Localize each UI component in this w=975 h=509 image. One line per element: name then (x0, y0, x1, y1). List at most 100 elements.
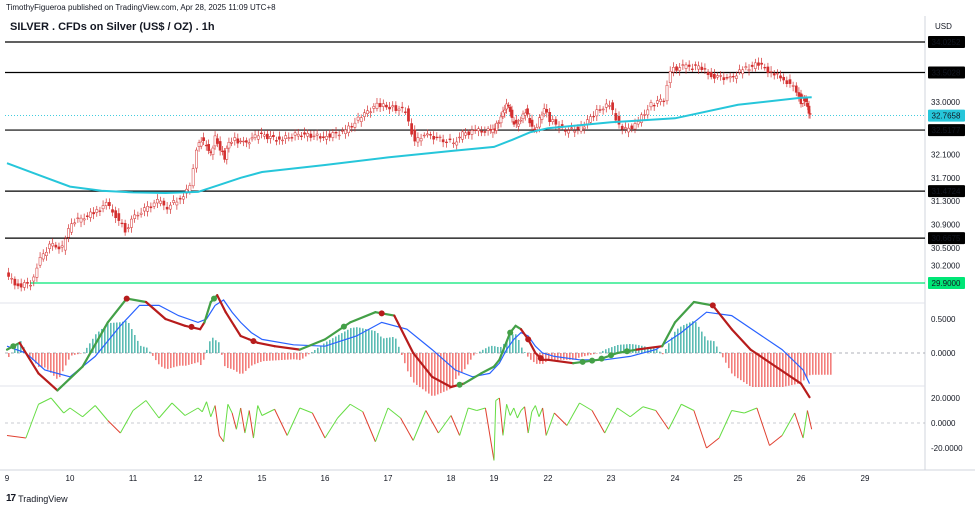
price-tick-label: 31.3000 (931, 197, 960, 206)
price-candle (741, 69, 745, 75)
momentum-histogram-bar (488, 346, 490, 353)
momentum-histogram-bar (677, 328, 679, 353)
price-candle (344, 129, 347, 134)
momentum-histogram-bar (818, 353, 820, 375)
momentum-main-line (144, 300, 167, 321)
price-candle (359, 117, 363, 122)
momentum-histogram-bar (248, 353, 250, 369)
axis-layer: 34.0252 33.5028 32.5177 31.4724 30.6675 29.90… (5, 36, 965, 483)
momentum-histogram-bar (272, 353, 274, 361)
momentum-histogram-bar (815, 353, 817, 375)
price-candle (7, 272, 10, 277)
momentum-cross-dot (709, 302, 716, 309)
momentum-histogram-bar (53, 353, 55, 376)
price-candle (521, 113, 525, 119)
price-candle (785, 80, 789, 85)
momentum-histogram-bar (461, 353, 463, 373)
price-candle (491, 129, 495, 133)
price-candle (416, 137, 420, 143)
price-candle (207, 144, 211, 151)
price-candle (143, 207, 146, 212)
price-tick-label: 30.9000 (931, 221, 960, 230)
momentum-histogram-bar (185, 353, 187, 366)
momentum-histogram-bar (623, 344, 625, 353)
momentum-histogram-bar (179, 353, 181, 366)
oscillator-line (681, 403, 695, 411)
momentum-histogram-bar (284, 353, 286, 360)
momentum-histogram-bar (29, 353, 31, 357)
momentum-histogram-bar (335, 336, 337, 353)
price-candle (432, 135, 436, 140)
oscillator-line (94, 405, 109, 421)
momentum-cross-dot (378, 310, 385, 317)
price-candle (19, 283, 23, 288)
oscillator-line (450, 415, 461, 436)
price-candle (350, 126, 354, 128)
momentum-main-line (298, 338, 327, 351)
momentum-main-line (203, 300, 212, 324)
currency-label: USD (935, 22, 952, 31)
last-price-label: 32.7658 (932, 112, 961, 121)
time-tick-label: 15 (258, 474, 267, 483)
price-candle (197, 142, 201, 147)
momentum-histogram-bar (704, 336, 706, 353)
momentum-main-line (233, 324, 242, 338)
price-candle (123, 223, 127, 233)
price-candle (489, 129, 493, 131)
oscillator-line (412, 410, 427, 441)
momentum-histogram-bar (599, 352, 601, 354)
oscillator-line (145, 400, 160, 419)
price-candle (242, 140, 245, 143)
price-candle (363, 112, 366, 117)
oscillator-line (604, 407, 618, 434)
price-candle (225, 148, 229, 160)
momentum-histogram-bar (71, 353, 73, 356)
momentum-cross-dot (579, 358, 586, 365)
price-candle (136, 214, 140, 217)
price-candle (480, 130, 483, 133)
price-candle (306, 132, 310, 137)
oscillator-line (802, 410, 808, 439)
price-candle (152, 202, 156, 207)
momentum-histogram-bar (584, 353, 586, 357)
price-candle (309, 133, 313, 138)
momentum-histogram-bar (776, 353, 778, 387)
price-candle (275, 140, 278, 142)
oscillator-line (244, 410, 250, 434)
price-level-label: 29.9000 (932, 279, 961, 288)
oscillator-line (362, 411, 376, 442)
momentum-main-line (216, 294, 227, 314)
momentum-main-line (239, 334, 251, 341)
momentum-histogram-bar (563, 353, 565, 360)
price-candle (757, 62, 760, 66)
price-candle (656, 100, 659, 104)
momentum-histogram-bar (575, 353, 577, 360)
momentum-histogram-bar (56, 353, 58, 379)
price-candle (70, 223, 73, 233)
time-tick-label: 10 (66, 474, 75, 483)
price-candle (403, 111, 407, 113)
grid-layer (0, 16, 975, 471)
oscillator-line (257, 405, 263, 416)
oscillator-line (252, 405, 259, 439)
momentum-histogram-bar (74, 353, 76, 355)
price-candle (766, 66, 770, 74)
oscillator-line (201, 401, 207, 412)
momentum-histogram-bar (419, 353, 421, 388)
tradingview-logo[interactable]: 17 TradingView (6, 493, 68, 504)
momentum-histogram-bar (680, 326, 682, 353)
price-candle (700, 66, 704, 70)
price-candle (582, 126, 586, 130)
price-candle (464, 132, 467, 136)
momentum-histogram-bar (398, 346, 400, 353)
momentum-main-line (492, 358, 501, 368)
momentum-histogram-bar (566, 353, 568, 360)
publisher-line: TimothyFigueroa published on TradingView… (6, 3, 276, 12)
oscillator-line (171, 402, 186, 416)
momentum-histogram-bar (347, 329, 349, 353)
time-tick-label: 22 (544, 474, 553, 483)
momentum-histogram-bar (200, 353, 202, 366)
oscillator-line (493, 400, 497, 461)
momentum-cross-dot (456, 381, 463, 388)
